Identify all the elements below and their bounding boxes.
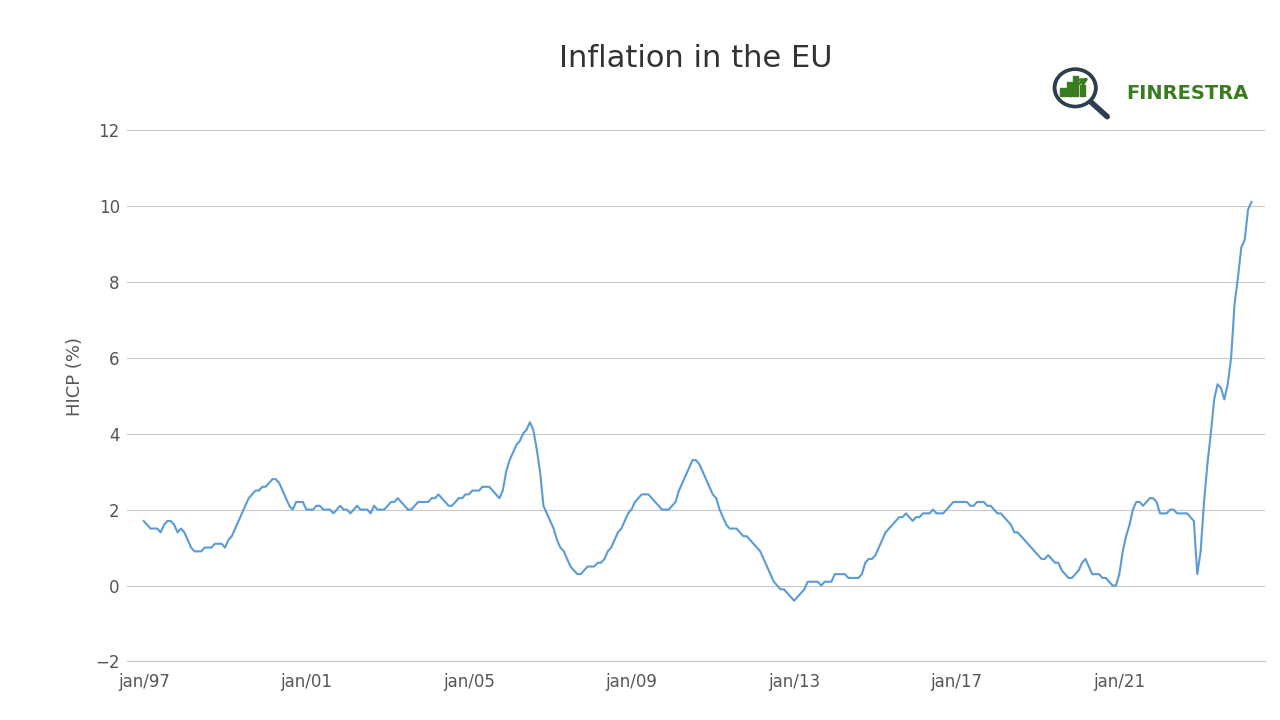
Bar bbox=[1060, 88, 1065, 96]
Text: FINRESTRA: FINRESTRA bbox=[1126, 84, 1249, 103]
Title: Inflation in the EU: Inflation in the EU bbox=[559, 44, 832, 73]
Bar bbox=[1066, 82, 1071, 96]
Circle shape bbox=[1057, 72, 1093, 104]
Y-axis label: HICP (%): HICP (%) bbox=[67, 337, 84, 416]
Bar bbox=[1079, 85, 1084, 96]
Bar bbox=[1073, 76, 1078, 96]
